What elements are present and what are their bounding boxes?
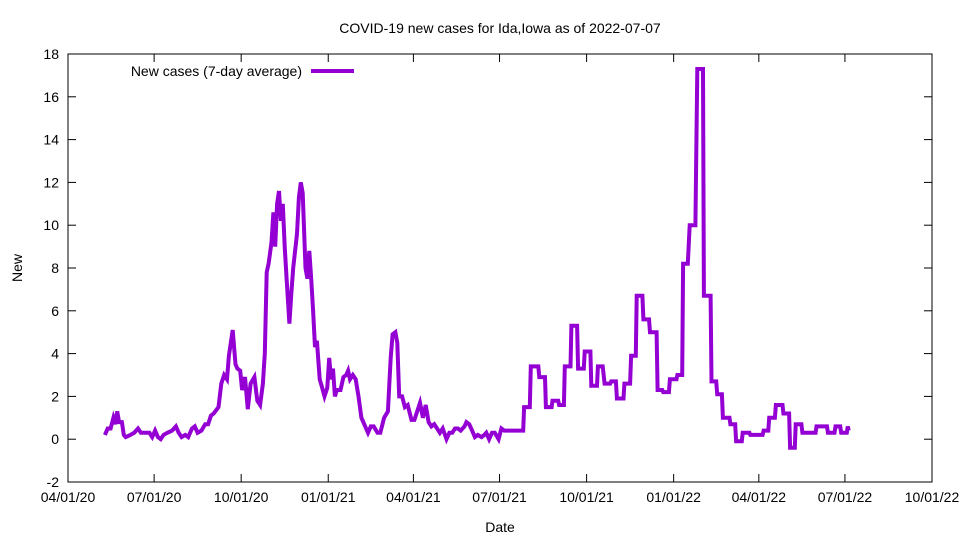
x-tick-label: 01/01/22 — [646, 489, 701, 505]
x-tick-label: 10/01/22 — [905, 489, 960, 505]
y-tick-label: 12 — [43, 174, 59, 190]
legend-label: New cases (7-day average) — [131, 63, 302, 79]
series-line-new-cases — [103, 67, 851, 450]
y-axis-label: New — [9, 253, 25, 282]
y-tick-label: 8 — [51, 260, 59, 276]
y-tick-label: 4 — [51, 346, 59, 362]
x-tick-label: 07/01/20 — [127, 489, 182, 505]
y-tick-label: 16 — [43, 89, 59, 105]
y-tick-label: 18 — [43, 46, 59, 62]
y-tick-label: 14 — [43, 132, 59, 148]
y-tick-label: 6 — [51, 303, 59, 319]
y-tick-label: -2 — [47, 474, 60, 490]
y-tick-label: 10 — [43, 217, 59, 233]
x-tick-label: 07/01/21 — [472, 489, 527, 505]
chart-title: COVID-19 new cases for Ida,Iowa as of 20… — [339, 20, 661, 36]
x-tick-label: 04/01/20 — [41, 489, 96, 505]
x-tick-label: 04/01/22 — [732, 489, 787, 505]
x-tick-label: 10/01/21 — [559, 489, 614, 505]
plot-area-border — [67, 53, 933, 483]
y-axis: -2 0 2 4 6 8 10 12 14 16 18 — [43, 46, 932, 490]
x-tick-label: 04/01/21 — [386, 489, 441, 505]
y-tick-label: 2 — [51, 388, 59, 404]
x-axis-label: Date — [485, 519, 515, 535]
x-tick-label: 10/01/20 — [214, 489, 269, 505]
x-axis: 04/01/20 07/01/20 10/01/20 01/01/21 04/01/21… — [41, 54, 960, 505]
x-tick-label: 07/01/22 — [818, 489, 873, 505]
x-tick-label: 01/01/21 — [301, 489, 356, 505]
y-tick-label: 0 — [51, 431, 59, 447]
legend: New cases (7-day average) — [131, 63, 354, 79]
